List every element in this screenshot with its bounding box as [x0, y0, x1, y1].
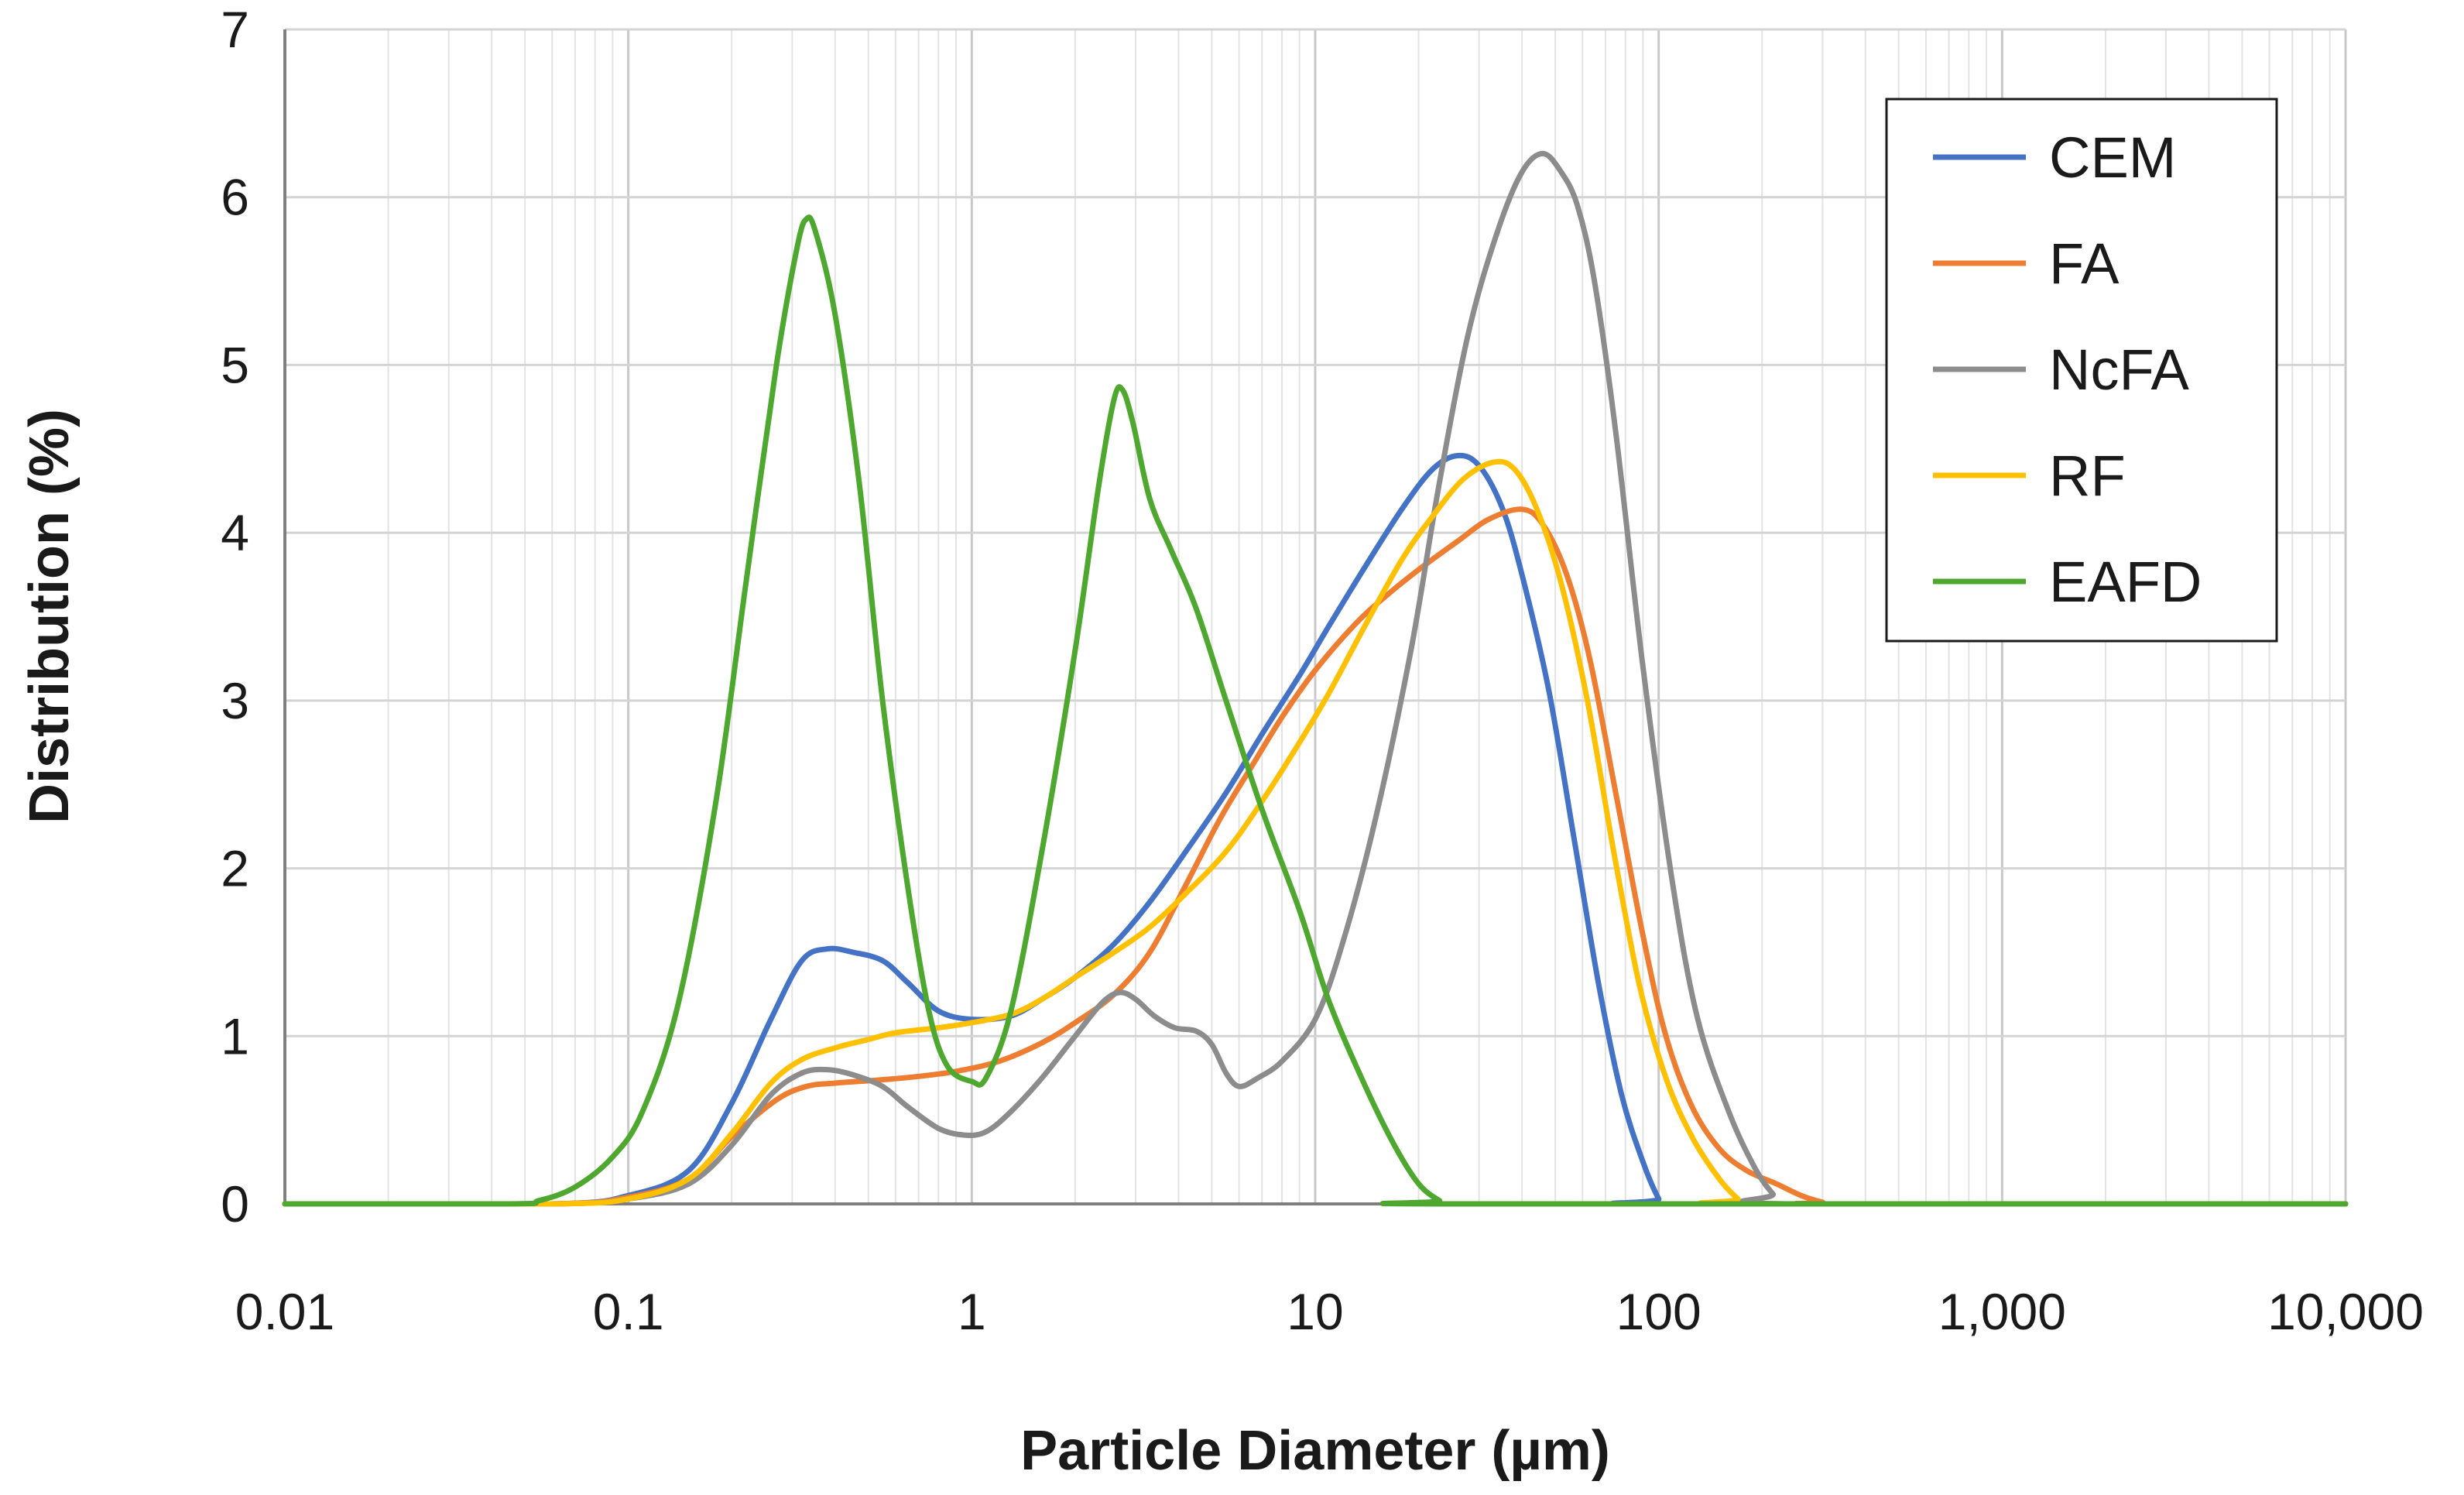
x-tick-label: 100	[1616, 1283, 1701, 1340]
x-tick-labels: 0.01 0.1 1 10 100 1,000 10,000	[235, 1283, 2424, 1340]
x-tick-label: 0.1	[593, 1283, 664, 1340]
y-tick-label: 7	[221, 1, 249, 58]
y-axis-title: Distribution (%)	[19, 409, 81, 824]
y-tick-labels: 0 1 2 3 4 5 6 7	[221, 1, 249, 1233]
series-line-rf	[282, 458, 2349, 1207]
series-line-fa	[282, 506, 2349, 1207]
y-tick-label: 5	[221, 336, 249, 393]
series-line-eafd	[282, 214, 2349, 1207]
legend: CEM FA NcFA RF EAFD	[1885, 98, 2278, 643]
legend-label-eafd: EAFD	[2049, 550, 2202, 614]
y-tick-label: 2	[221, 840, 249, 897]
y-tick-label: 3	[221, 672, 249, 729]
x-tick-label: 0.01	[235, 1283, 334, 1340]
x-tick-label: 1	[958, 1283, 986, 1340]
series-lines	[282, 150, 2349, 1207]
x-axis-title: Particle Diameter (µm)	[1020, 1420, 1610, 1482]
legend-label-cem: CEM	[2049, 125, 2176, 190]
x-tick-label: 1,000	[1938, 1283, 2066, 1340]
y-tick-label: 0	[221, 1175, 249, 1233]
x-tick-label: 10,000	[2267, 1283, 2424, 1340]
legend-label-fa: FA	[2049, 231, 2120, 296]
gridlines	[283, 28, 2347, 1205]
legend-label-ncfa: NcFA	[2049, 338, 2190, 402]
x-tick-label: 10	[1287, 1283, 1343, 1340]
legend-label-rf: RF	[2049, 444, 2126, 508]
series-line-cem	[282, 452, 2349, 1207]
y-tick-label: 6	[221, 169, 249, 226]
y-tick-label: 1	[221, 1007, 249, 1065]
y-tick-label: 4	[221, 504, 249, 561]
series-line-ncfa	[282, 150, 2349, 1207]
